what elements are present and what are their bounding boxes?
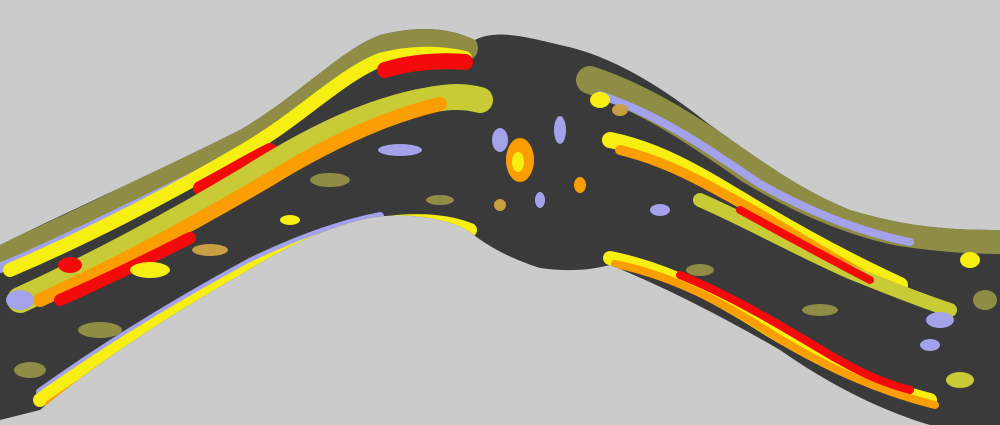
right-lower-red-streak [676, 271, 914, 394]
middle-orange-layer [33, 97, 447, 307]
central-speckles [6, 92, 997, 388]
upper-red-streak [193, 143, 277, 195]
right-lavender-layer [596, 91, 914, 246]
right-olive-layer [576, 66, 1000, 254]
right-red-streak [736, 206, 874, 284]
upper-olive-layer [0, 29, 478, 271]
right-lower-orange-layer [611, 260, 939, 409]
upper-yellow-layer [3, 46, 472, 277]
top-red-streak [377, 53, 473, 78]
middle-red-streak [54, 232, 196, 306]
